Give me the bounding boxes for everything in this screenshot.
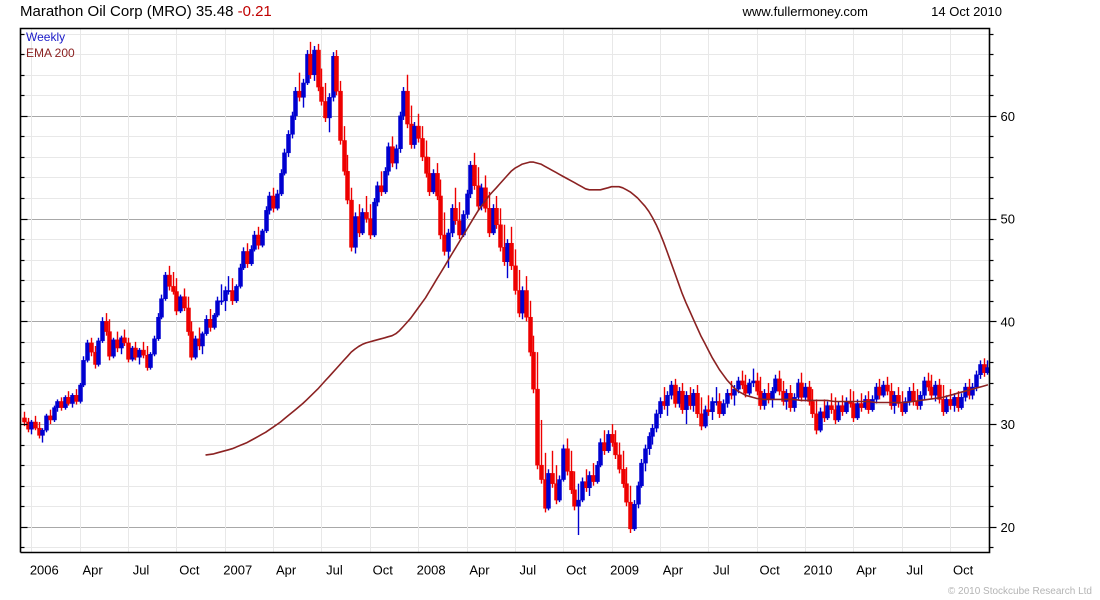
grid-major (20, 116, 990, 528)
x-axis-tick-label: Oct (179, 563, 200, 578)
x-axis-tick-label: Oct (760, 563, 781, 578)
y-axis-tick-label: 60 (1001, 109, 1015, 124)
candlestick-series (22, 41, 990, 536)
ema-200-line (205, 161, 989, 456)
y-axis-tick-label: 30 (1001, 417, 1015, 432)
y-axis-labels: 20 30 40 50 60 (1001, 109, 1015, 535)
y-axis-tick-label: 20 (1001, 520, 1015, 535)
x-axis-tick-label: Apr (83, 563, 104, 578)
x-axis-tick-label: Apr (469, 563, 490, 578)
y-axis-ticks (20, 33, 997, 549)
x-axis-tick-label: Jul (713, 563, 730, 578)
x-axis-tick-label: Apr (663, 563, 684, 578)
website-label: www.fullermoney.com (742, 4, 868, 19)
x-axis-tick-label: 2010 (804, 563, 833, 578)
plot-frame (19, 27, 991, 554)
x-axis-tick-label: Jul (520, 563, 537, 578)
x-axis-tick-label: Oct (566, 563, 587, 578)
x-axis-tick-label: Oct (953, 563, 974, 578)
instrument-title: Marathon Oil Corp (MRO) 35.48 (20, 3, 234, 20)
x-axis-tick-label: Apr (276, 563, 297, 578)
chart-date: 14 Oct 2010 (931, 4, 1002, 19)
x-axis-tick-label: Apr (856, 563, 877, 578)
x-axis-labels: 2006 Apr Jul Oct 2007 Apr Jul Oct 2008 Apr Jul Oct 2… (30, 563, 974, 578)
x-axis-tick-label: 2007 (223, 563, 252, 578)
x-axis-tick-label: 2006 (30, 563, 59, 578)
x-axis-tick-label: 2009 (610, 563, 639, 578)
price-change: -0.21 (237, 3, 272, 20)
x-axis-tick-label: Jul (906, 563, 923, 578)
legend-weekly: Weekly (26, 30, 66, 44)
x-axis-tick-label: 2008 (417, 563, 446, 578)
copyright-notice: © 2010 Stockcube Research Ltd (947, 586, 1092, 597)
y-axis-tick-label: 40 (1001, 314, 1015, 329)
x-axis-tick-label: Jul (326, 563, 343, 578)
legend-ema-200: EMA 200 (26, 46, 75, 60)
chart-header: Marathon Oil Corp (MRO) 35.48 -0.21 www.… (0, 0, 1100, 26)
x-axis-tick-label: Jul (133, 563, 150, 578)
page-title: Marathon Oil Corp (MRO) 35.48 -0.21 (20, 3, 272, 20)
x-axis-tick-label: Oct (373, 563, 394, 578)
y-axis-tick-label: 50 (1001, 212, 1015, 227)
